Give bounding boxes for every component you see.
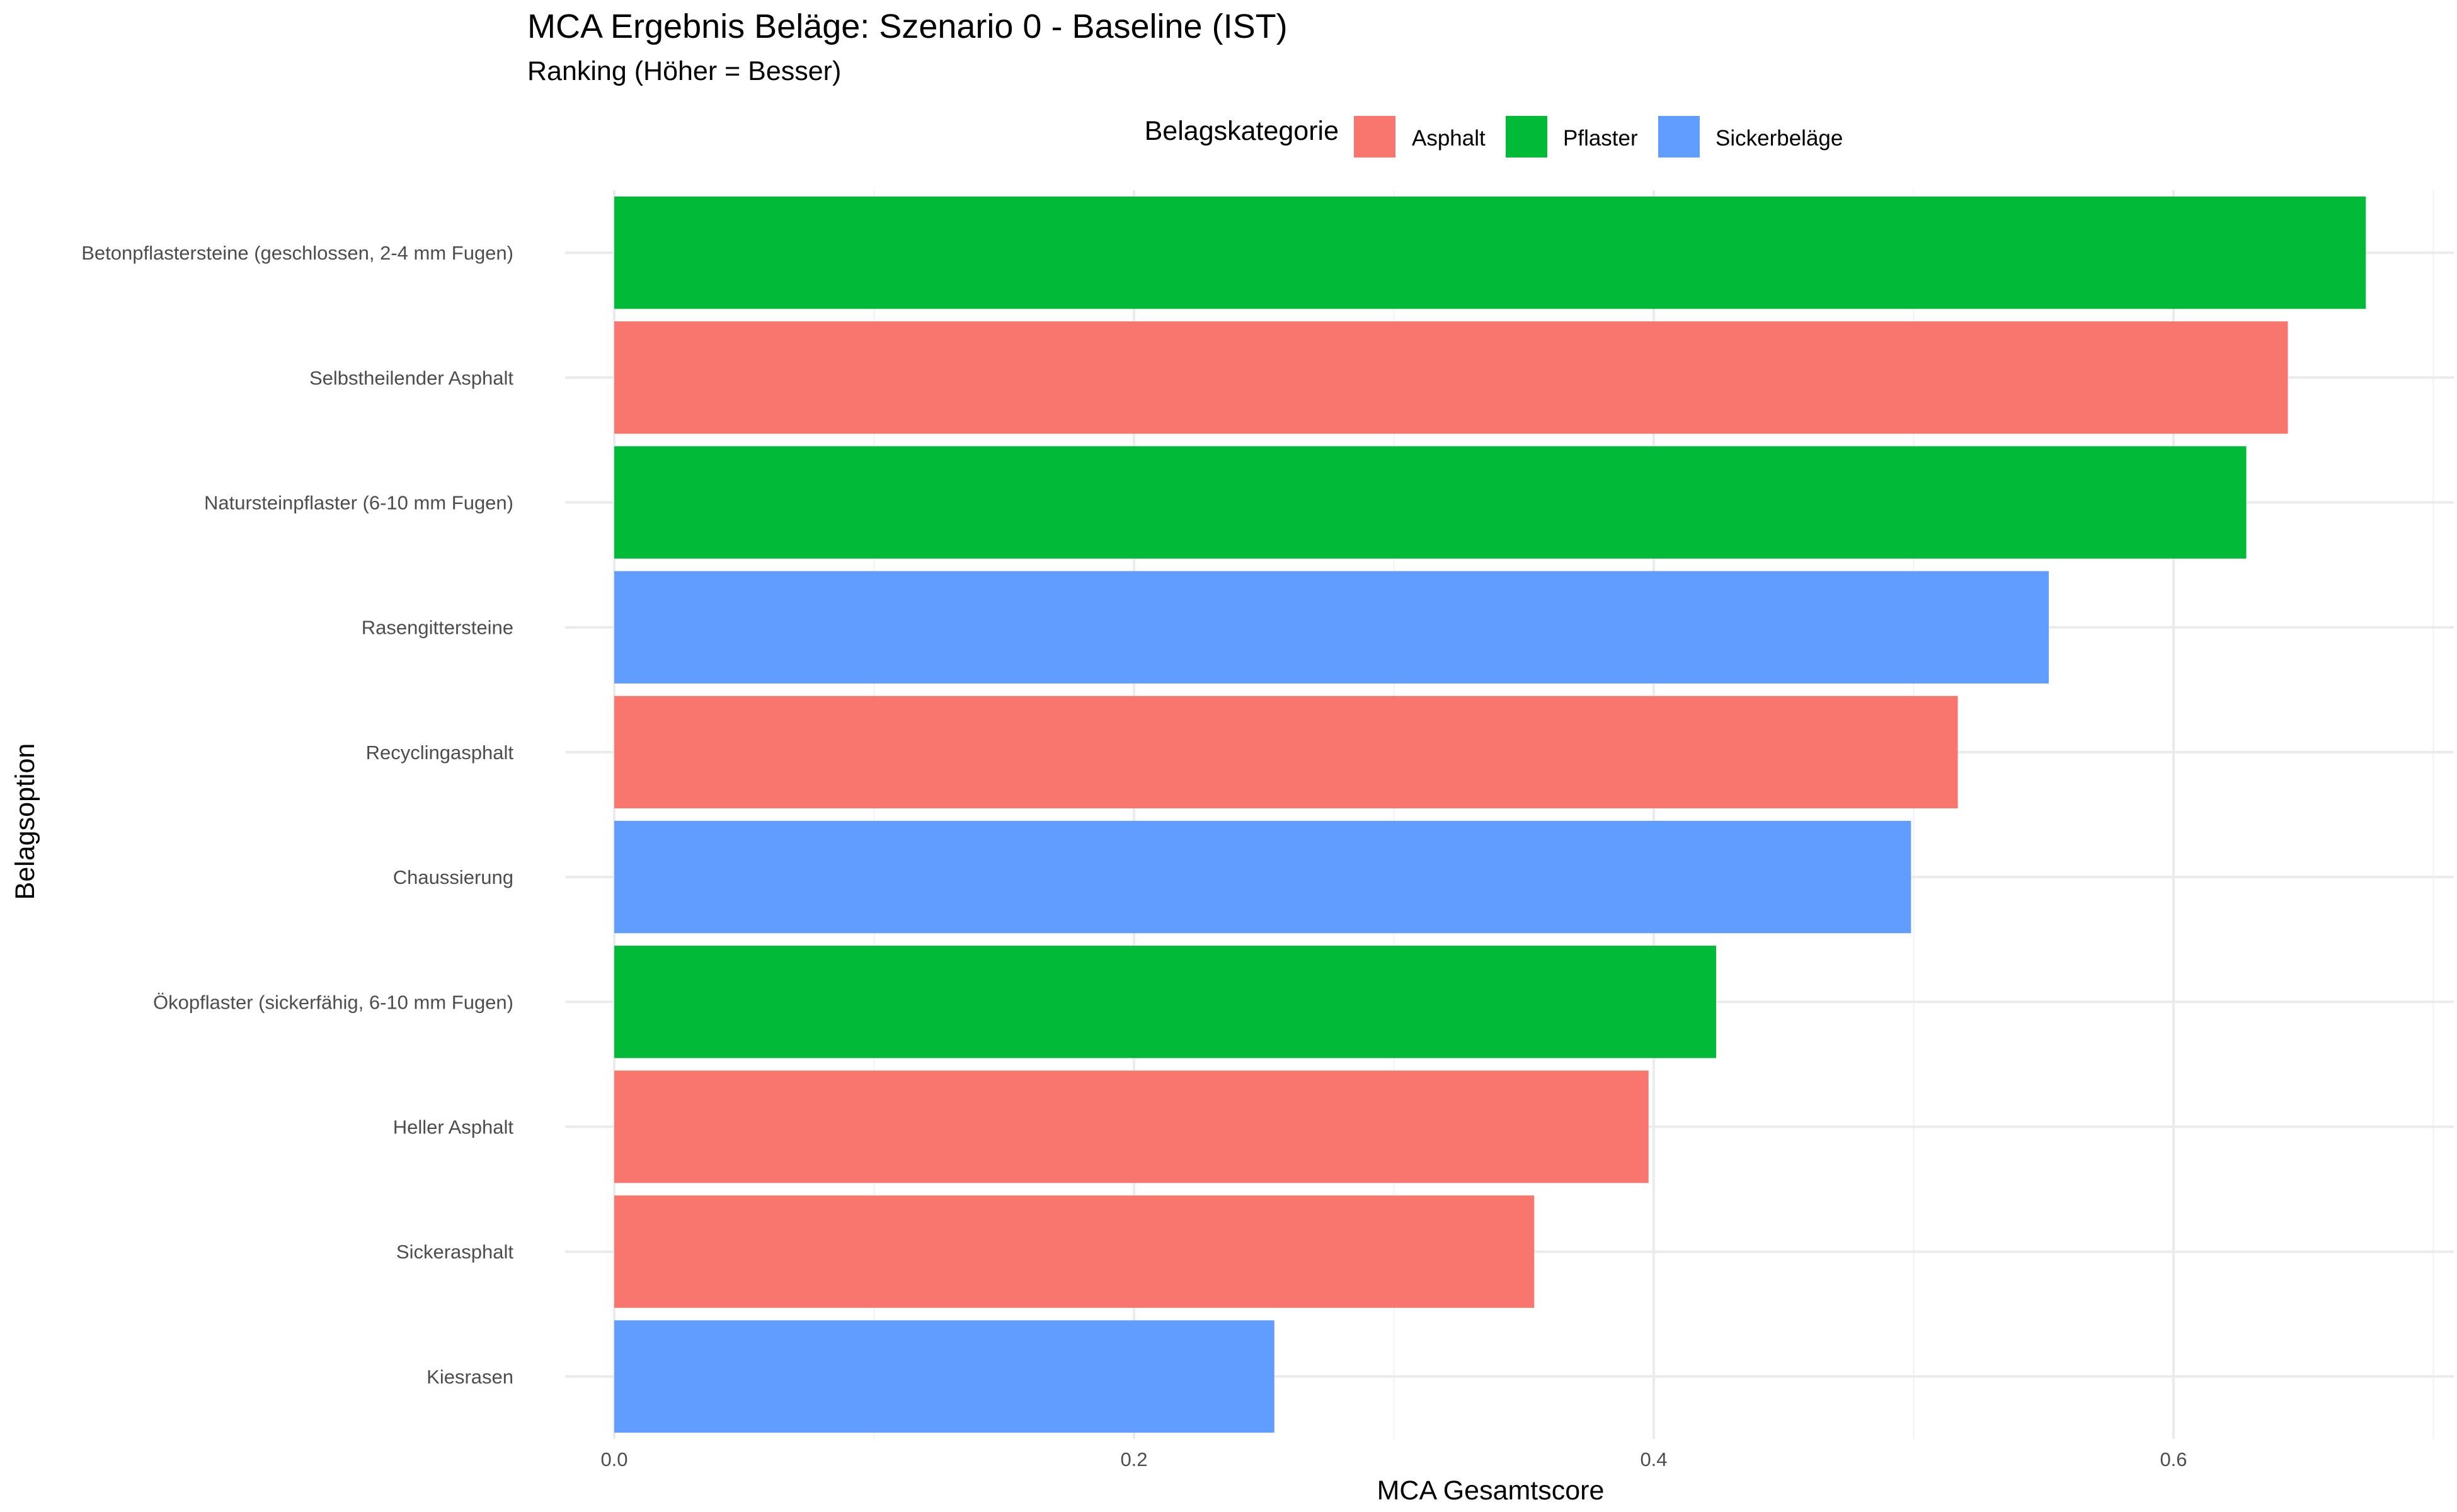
x-axis-title: MCA Gesamtscore	[1377, 1475, 1605, 1506]
legend: Belagskategorie Asphalt Pflaster Sickerbel…	[1145, 116, 1843, 158]
legend-key	[1506, 116, 1547, 158]
legend-key	[1658, 116, 1700, 158]
chart-title: MCA Ergebnis Beläge: Szenario 0 - Baseli…	[527, 8, 1288, 45]
bar	[614, 1320, 1274, 1433]
bar	[614, 1195, 1535, 1308]
y-tick-label: Sickerasphalt	[396, 1241, 513, 1263]
y-tick-label: Betonpflastersteine (geschlossen, 2-4 mm…	[81, 242, 513, 264]
y-axis-ticks: Betonpflastersteine (geschlossen, 2-4 mm…	[81, 242, 513, 1388]
bar	[614, 196, 2366, 309]
y-tick-label: Ökopflaster (sickerfähig, 6-10 mm Fugen)	[153, 991, 513, 1013]
bars	[614, 196, 2366, 1433]
legend-label: Sickerbeläge	[1715, 126, 1843, 151]
legend-key	[1354, 116, 1395, 158]
y-tick-label: Heller Asphalt	[393, 1116, 514, 1138]
bar	[614, 571, 2049, 684]
x-tick-label: 0.0	[600, 1448, 627, 1470]
y-tick-label: Selbstheilender Asphalt	[309, 367, 513, 389]
x-tick-label: 0.2	[1120, 1448, 1147, 1470]
legend-label: Asphalt	[1412, 126, 1486, 151]
y-tick-label: Recyclingasphalt	[366, 742, 514, 764]
bar	[614, 1070, 1649, 1183]
y-tick-label: Natursteinpflaster (6-10 mm Fugen)	[204, 492, 513, 514]
chart-subtitle: Ranking (Höher = Besser)	[527, 56, 841, 86]
y-tick-label: Kiesrasen	[427, 1366, 513, 1388]
bar	[614, 321, 2288, 434]
bar	[614, 820, 1911, 934]
bar	[614, 946, 1716, 1058]
x-tick-label: 0.4	[1640, 1448, 1667, 1470]
x-tick-label: 0.6	[2160, 1448, 2187, 1470]
x-axis-ticks: 0.0 0.2 0.4 0.6	[600, 1448, 2187, 1470]
legend-label: Pflaster	[1563, 126, 1638, 151]
bar	[614, 446, 2247, 559]
y-tick-label: Chaussierung	[393, 866, 513, 888]
y-axis-title: Belagsoption	[10, 743, 40, 900]
y-tick-label: Rasengittersteine	[362, 617, 513, 639]
bar	[614, 696, 1958, 809]
legend-title: Belagskategorie	[1145, 116, 1339, 146]
